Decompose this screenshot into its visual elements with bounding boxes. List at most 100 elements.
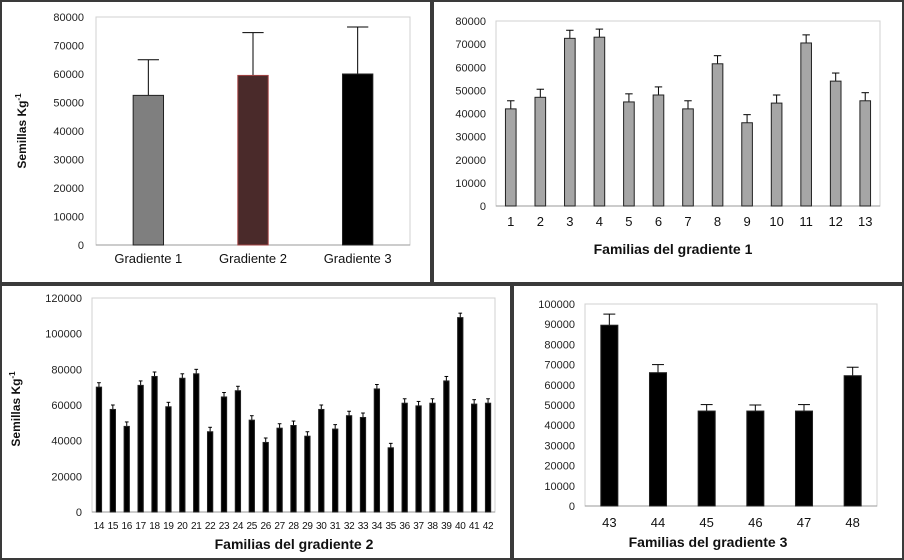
bar-g2-38: [429, 402, 436, 513]
bar-g1-3: [564, 37, 576, 207]
x-tick-label-g2: 26: [260, 521, 271, 532]
y-tick-label-g2: 80000: [51, 364, 82, 376]
bar-g2-27: [276, 427, 283, 513]
y-tick-label-g: 40000: [53, 126, 84, 138]
y-tick-label-g: 30000: [53, 155, 84, 167]
x-tick-label-g1: 9: [743, 214, 750, 229]
x-tick-label-g2: 30: [316, 521, 327, 532]
bar-g2-39: [443, 380, 450, 513]
x-tick-label-g1: 1: [507, 214, 514, 229]
x-tick-label-g2: 28: [288, 521, 299, 532]
x-tick-label-g2: 39: [441, 521, 452, 532]
bar-g2-17: [137, 384, 144, 513]
x-tick-label-g3: 47: [797, 515, 811, 530]
panel-gradiente-2: [0, 284, 512, 560]
y-tick-label-g2: 100000: [45, 329, 82, 341]
bar-g1-2: [534, 96, 547, 207]
bar-g2-26: [262, 441, 269, 513]
y-axis-label-exponent: -1: [14, 93, 23, 101]
bar-g3-45: [697, 410, 716, 507]
x-tick-label-g: Gradiente 2: [219, 251, 287, 266]
y-tick-label-g1: 0: [480, 201, 486, 213]
x-tick-label-g2: 23: [219, 521, 230, 532]
y-axis-label-exponent: -1: [8, 371, 17, 379]
x-tick-label-g2: 33: [358, 521, 369, 532]
x-axis-label-g3: Familias del gradiente 3: [629, 534, 788, 550]
bar-g2-42: [484, 402, 492, 513]
bar-g2-22: [206, 431, 214, 513]
y-tick-label-g: 50000: [53, 98, 84, 110]
y-tick-label-g: 70000: [53, 41, 84, 53]
x-axis-label-g2: Familias del gradiente 2: [215, 536, 374, 552]
x-tick-label-g2: 38: [427, 521, 438, 532]
x-tick-label-g3: 43: [602, 515, 616, 530]
bar-g3-43: [600, 324, 619, 507]
bar-g1-4: [593, 36, 606, 207]
y-tick-label-g: 20000: [53, 183, 84, 195]
x-tick-label-g2: 17: [135, 521, 146, 532]
bar-g2-28: [290, 425, 297, 513]
bar-g1-6: [652, 94, 665, 207]
x-tick-label-g2: 20: [177, 521, 188, 532]
y-axis-label-g2: Semillas Kg-1: [8, 371, 23, 447]
x-tick-label-g2: 42: [483, 521, 494, 532]
x-tick-label-g2: 19: [163, 521, 174, 532]
y-tick-label-g3: 50000: [544, 400, 575, 412]
bar-g2-29: [304, 435, 311, 513]
x-tick-label-g3: 44: [651, 515, 665, 530]
x-tick-label-g2: 22: [205, 521, 216, 532]
bar-g1-10: [770, 102, 783, 207]
bar-g1-9: [741, 122, 753, 207]
bar-g3-46: [746, 410, 765, 507]
bar-g1-8: [711, 63, 724, 207]
x-tick-label-g1: 8: [714, 214, 721, 229]
x-tick-label-g1: 10: [769, 214, 783, 229]
y-tick-label-g3: 40000: [544, 420, 575, 432]
x-tick-label-g1: 4: [596, 214, 603, 229]
bar-g2-33: [359, 416, 367, 513]
y-tick-label-g: 60000: [53, 69, 84, 81]
x-tick-label-g2: 41: [469, 521, 480, 532]
x-tick-label-g2: 37: [413, 521, 424, 532]
bar-g3-48: [843, 375, 862, 507]
x-tick-label-g1: 2: [537, 214, 544, 229]
bar-g2-40: [457, 317, 464, 513]
y-tick-label-g1: 80000: [455, 16, 486, 28]
y-tick-label-g2: 60000: [51, 400, 82, 412]
x-tick-label-g: Gradiente 3: [324, 251, 392, 266]
y-tick-label-g: 0: [78, 240, 84, 252]
bar-g2-14: [95, 386, 103, 513]
y-tick-label-g: 10000: [53, 212, 84, 224]
x-tick-label-g2: 15: [108, 521, 119, 532]
x-tick-label-g1: 13: [858, 214, 872, 229]
bar-g1-11: [800, 42, 812, 207]
bar-g2-15: [109, 408, 116, 513]
bar-g2-18: [151, 375, 158, 513]
bar-g2-32: [345, 415, 353, 513]
x-tick-label-g2: 25: [247, 521, 258, 532]
y-tick-label-g3: 0: [569, 501, 575, 513]
bar-g-Gradiente 1: [132, 94, 165, 246]
x-tick-label-g1: 11: [799, 214, 813, 229]
chart-g: 0 10000 20000 30000 40000 50000 60000 70000 8000…: [14, 12, 411, 266]
bar-g1-1: [504, 108, 517, 207]
x-tick-label-g2: 32: [344, 521, 355, 532]
x-tick-label-g1: 3: [566, 214, 573, 229]
y-tick-label-g1: 20000: [455, 155, 486, 167]
bar-g1-12: [829, 80, 842, 207]
x-tick-label-g3: 45: [699, 515, 713, 530]
x-tick-label-g2: 24: [233, 521, 244, 532]
bar-g1-5: [623, 101, 635, 207]
x-tick-label-g2: 40: [455, 521, 466, 532]
y-tick-label-g3: 70000: [544, 360, 575, 372]
bar-g1-13: [859, 100, 872, 207]
bar-g2-16: [123, 425, 130, 513]
x-tick-label-g2: 35: [386, 521, 397, 532]
y-tick-label-g1: 50000: [455, 85, 486, 97]
y-tick-label-g3: 30000: [544, 440, 575, 452]
y-tick-label-g3: 60000: [544, 380, 575, 392]
x-tick-label-g1: 7: [684, 214, 691, 229]
x-tick-label-g: Gradiente 1: [114, 251, 182, 266]
